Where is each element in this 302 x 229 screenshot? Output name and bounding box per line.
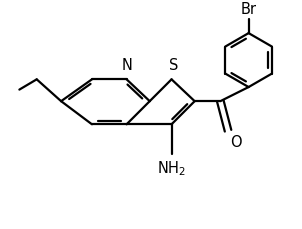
Text: N: N — [121, 58, 132, 73]
Text: S: S — [169, 58, 179, 73]
Text: O: O — [231, 135, 242, 150]
Text: NH$_2$: NH$_2$ — [157, 159, 186, 178]
Text: Br: Br — [241, 2, 257, 17]
